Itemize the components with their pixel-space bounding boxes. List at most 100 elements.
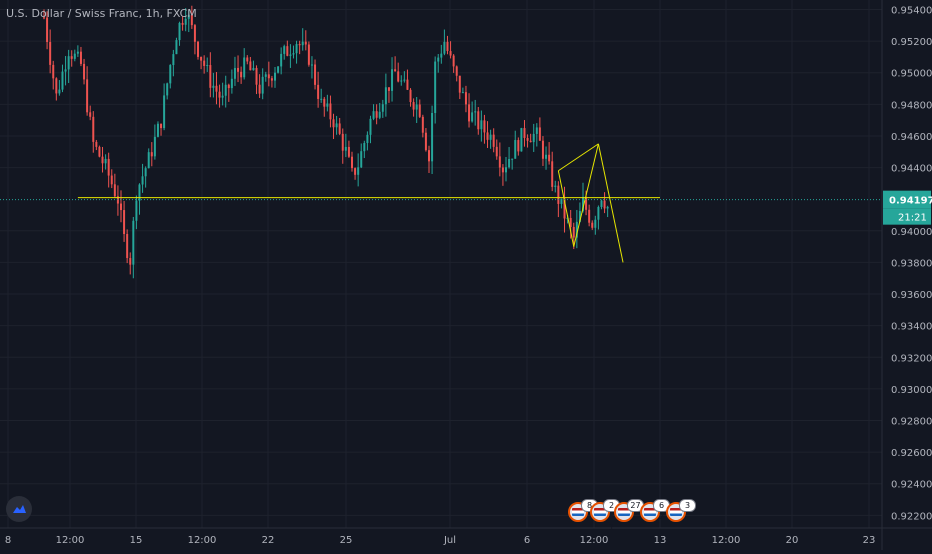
candle-body — [421, 116, 424, 133]
candle-body — [89, 112, 92, 117]
candle-body — [264, 74, 267, 77]
event-count: 6 2 — [653, 499, 670, 521]
x-tick-label: 12:00 — [712, 535, 741, 546]
candle-body — [224, 84, 227, 96]
candle-body — [354, 168, 357, 175]
candle-body — [203, 60, 206, 66]
x-tick-label: Jul — [443, 535, 456, 546]
x-tick-label: 23 — [863, 535, 876, 546]
candle-body — [437, 57, 440, 62]
economic-event-badge[interactable]: 3 — [666, 499, 696, 522]
candle-body — [394, 69, 397, 72]
candle-body — [280, 53, 283, 67]
candle-body — [541, 140, 544, 159]
candle-body — [129, 258, 132, 265]
candle-body — [597, 206, 600, 220]
candle-body — [255, 67, 258, 85]
candle-body — [233, 67, 236, 79]
candle-body — [326, 103, 329, 107]
symbol-title[interactable]: U.S. Dollar / Swiss Franc, 1h, FXCM — [6, 7, 197, 20]
candle-body — [384, 87, 387, 105]
candle-body — [588, 209, 591, 223]
candle-body — [113, 184, 116, 197]
us-flag-icon — [572, 508, 584, 516]
candle-body — [135, 200, 138, 221]
candle-body — [197, 41, 199, 57]
candle-body — [147, 152, 150, 169]
current-price-tag — [883, 190, 931, 209]
candle-body — [545, 154, 548, 159]
cloud-logo-icon — [13, 505, 26, 513]
candle-body — [563, 198, 566, 219]
candle-body — [434, 61, 437, 113]
candle-body — [332, 119, 335, 128]
candle-body — [209, 65, 212, 88]
candle-body — [338, 123, 341, 134]
candle-body — [138, 184, 141, 201]
candle-body — [535, 127, 538, 134]
candle-body — [409, 89, 412, 103]
candle-body — [554, 185, 557, 187]
tradingview-logo[interactable] — [6, 496, 32, 522]
candle-body — [320, 98, 323, 100]
candle-body — [301, 41, 304, 46]
y-tick-label: 0.93200 — [891, 353, 932, 364]
y-tick-label: 0.93400 — [891, 322, 932, 333]
pattern-line — [558, 143, 599, 172]
candle-body — [172, 54, 175, 66]
candle-body — [526, 137, 529, 141]
candle-body — [461, 92, 464, 94]
candle-body — [363, 142, 366, 152]
candle-body — [603, 200, 606, 209]
candle-body — [184, 18, 187, 25]
y-tick-label: 0.94600 — [891, 132, 932, 143]
x-tick-label: 8 — [5, 535, 11, 546]
candle-body — [501, 167, 504, 173]
candle-body — [578, 210, 581, 222]
candle-body — [468, 104, 471, 122]
pattern-line — [573, 143, 599, 247]
candle-body — [104, 158, 107, 164]
economic-event-badge[interactable]: 27 — [614, 499, 644, 522]
candle-body — [575, 221, 578, 238]
candle-body — [314, 64, 317, 85]
candle-body — [520, 128, 523, 152]
candle-body — [400, 80, 403, 82]
candle-body — [160, 123, 163, 129]
candle-body — [101, 156, 104, 164]
candle-body — [98, 146, 101, 157]
candle-body — [193, 25, 196, 42]
candle-body — [240, 71, 243, 78]
economic-event-badge[interactable]: 2 5 1 — [590, 499, 620, 532]
candle-body — [153, 136, 156, 157]
candle-body — [492, 134, 495, 147]
candle-body — [415, 104, 418, 110]
x-tick-label: 25 — [340, 535, 353, 546]
y-tick-label: 0.92200 — [891, 511, 932, 522]
candle-body — [464, 92, 467, 105]
candle-body — [163, 95, 166, 129]
candle-body — [49, 42, 52, 65]
candle-body — [58, 89, 61, 94]
y-tick-label: 0.93000 — [891, 385, 932, 396]
candle-body — [86, 79, 89, 113]
economic-event-badge[interactable]: 8 — [568, 499, 598, 522]
candle-body — [480, 120, 483, 130]
y-tick-label: 0.94400 — [891, 164, 932, 175]
candle-body — [443, 41, 446, 54]
candle-body — [557, 185, 560, 204]
economic-event-badge[interactable]: 6 2 — [640, 499, 670, 522]
candle-body — [175, 40, 178, 55]
candle-body — [200, 56, 203, 61]
pattern-line — [597, 143, 624, 263]
drawings[interactable] — [0, 143, 882, 263]
x-tick-label: 13 — [654, 535, 667, 546]
candle-body — [486, 132, 489, 140]
candle-body — [249, 61, 252, 71]
candle-body — [572, 226, 575, 238]
y-tick-label: 0.95400 — [891, 5, 932, 16]
us-flag-icon — [670, 508, 682, 516]
candle-body — [274, 72, 276, 81]
